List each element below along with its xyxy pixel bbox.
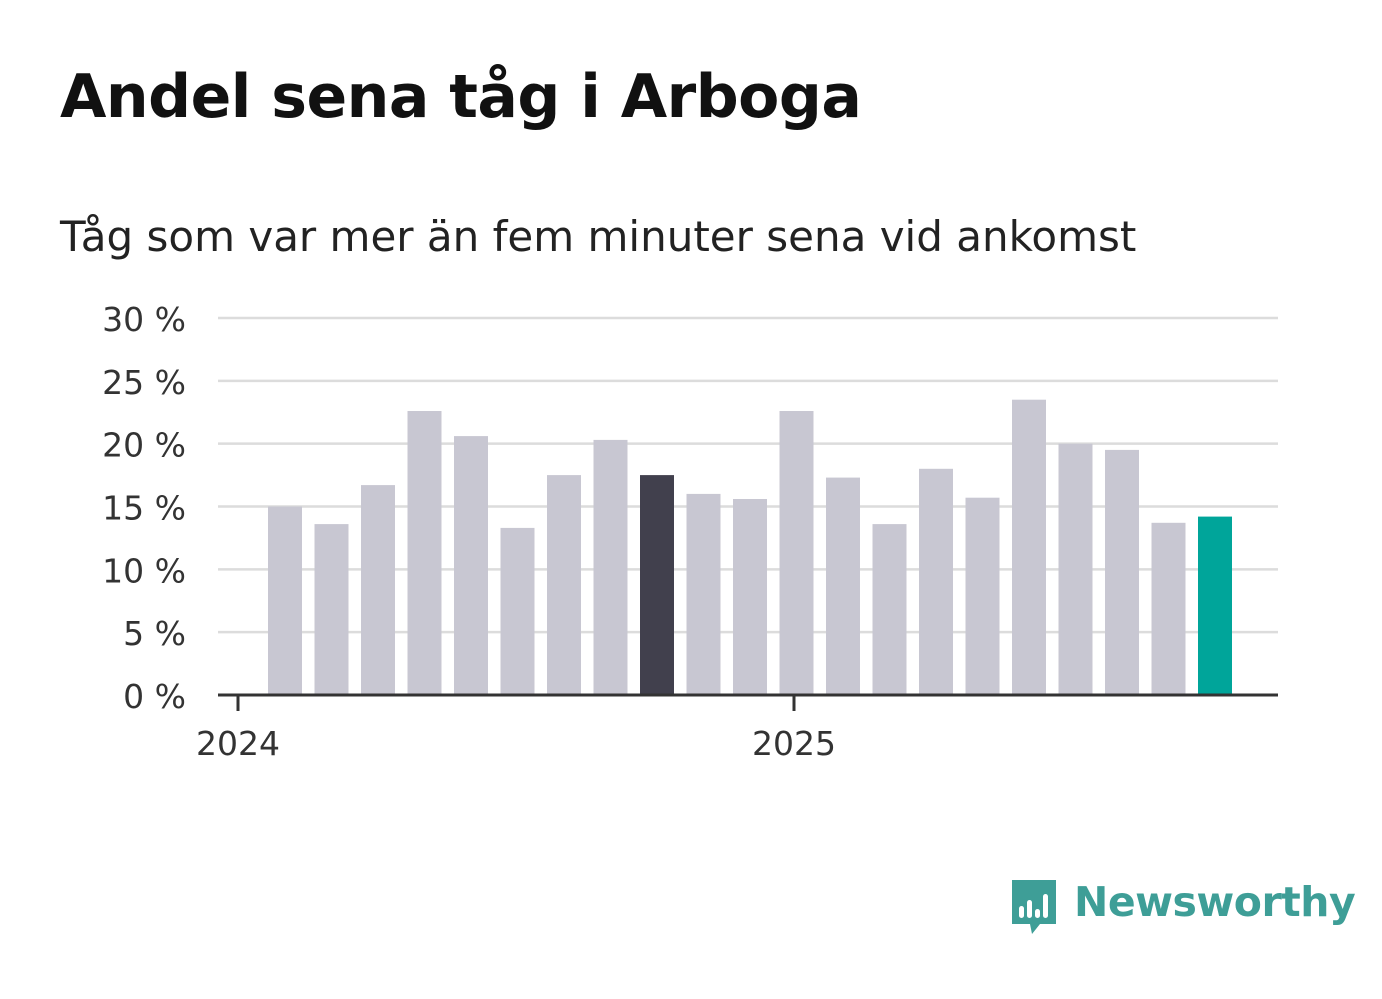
bar-4 [454,436,488,695]
newsworthy-logo-icon [1012,880,1056,934]
bar-2 [361,485,395,695]
bar-11 [779,411,814,695]
x-tick-label-2024: 2024 [196,724,280,763]
bar-15 [965,497,1000,695]
y-tick-label-15: 15 % [102,489,186,528]
bar-0 [268,506,302,695]
bar-13 [872,524,907,695]
y-axis-labels: 0 % 5 % 10 % 15 % 20 % 25 % 30 % [102,300,186,716]
bar-9 [686,493,721,695]
newsworthy-logo: Newsworthy [1008,876,1356,940]
bar-16 [1012,399,1046,695]
y-tick-label-20: 20 % [102,426,186,465]
bar-1 [314,524,349,695]
bar-19 [1151,522,1186,695]
x-tick-label-2025: 2025 [752,724,836,763]
bars [268,399,1232,695]
bar-18 [1105,449,1139,695]
bar-20 [1198,516,1232,695]
bar-17 [1058,443,1093,695]
bar-chart: 0 % 5 % 10 % 15 % 20 % 25 % 30 % 2024 2025 [102,300,1278,763]
y-tick-label-25: 25 % [102,363,186,402]
y-tick-label-30: 30 % [102,300,186,339]
bar-7 [593,439,628,695]
x-axis: 2024 2025 [196,693,1278,763]
bar-3 [407,411,442,695]
y-tick-label-10: 10 % [102,551,186,590]
bar-10 [733,499,767,695]
brand-name: Newsworthy [1074,878,1356,926]
chart-title: Andel sena tåg i Arboga [60,62,862,132]
bar-14 [919,468,953,695]
chart-subtitle: Tåg som var mer än fem minuter sena vid … [60,212,1137,261]
y-tick-label-0: 0 % [123,677,186,716]
y-tick-label-5: 5 % [123,614,186,653]
bar-8 [640,475,674,695]
bar-12 [826,477,860,695]
bar-6 [547,475,581,695]
bar-5 [500,527,535,695]
